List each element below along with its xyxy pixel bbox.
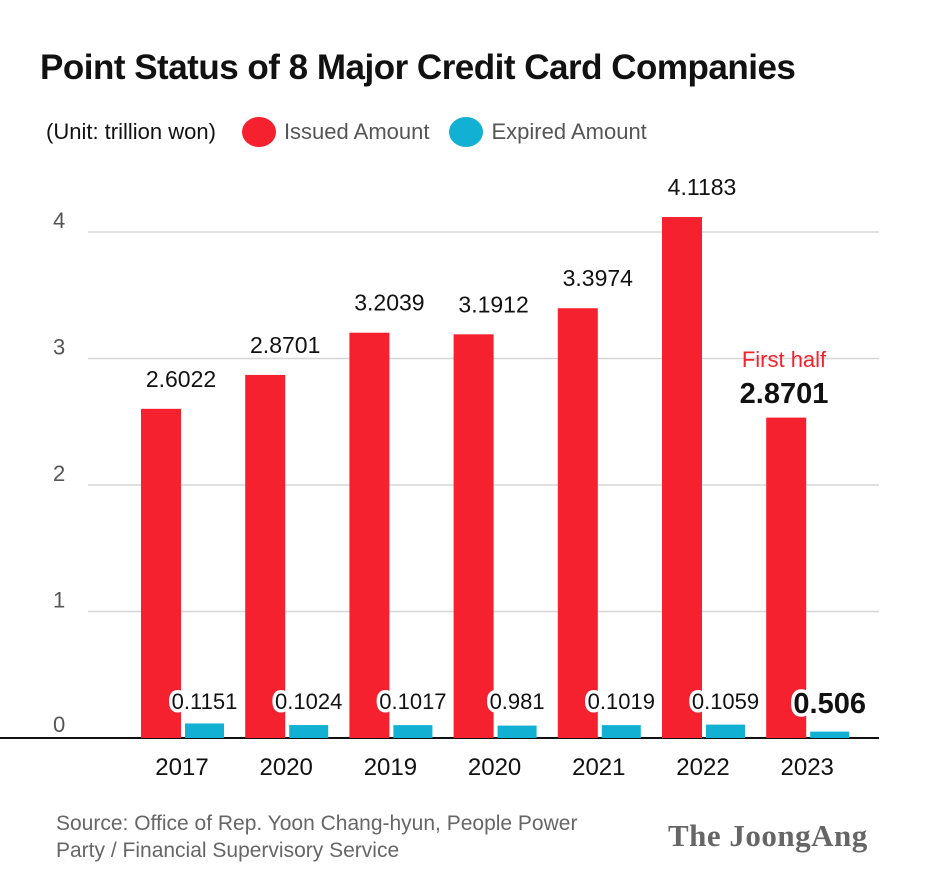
x-tick-label: 2023 (781, 754, 834, 781)
data-label-expired: 0.506 (793, 688, 866, 720)
bar-issued (349, 332, 390, 738)
bar-expired (393, 725, 433, 738)
bar-expired (810, 731, 850, 738)
annotation-first-half: First half (742, 347, 827, 372)
data-label-expired: 0.981 (490, 689, 545, 714)
legend-expired-swatch (449, 117, 484, 147)
bar-issued (662, 217, 702, 739)
data-label-issued: 2.6022 (146, 366, 216, 392)
bar-expired (706, 724, 745, 738)
legend: (Unit: trillion won) Issued Amount Expir… (46, 117, 667, 147)
data-label-issued: 2.8701 (740, 378, 829, 410)
legend-expired-label: Expired Amount (491, 119, 647, 144)
data-label-expired: 0.1151 (172, 689, 238, 714)
x-tick-label: 2021 (572, 754, 625, 781)
data-label-issued: 3.2039 (354, 290, 424, 316)
data-label-expired: 0.1024 (275, 689, 342, 714)
x-tick-label: 2020 (468, 754, 521, 781)
bar-issued (557, 308, 598, 738)
x-tick-label: 2022 (676, 754, 729, 781)
data-label-expired: 0.1017 (379, 689, 446, 714)
x-tick-label: 2020 (260, 754, 313, 781)
bar-issued (141, 408, 181, 738)
y-tick-label: 4 (53, 208, 65, 233)
y-tick-label: 3 (53, 335, 65, 360)
legend-issued-label: Issued Amount (283, 119, 430, 144)
bar-chart: 0 1 2 3 4 2.6022 0.1151 2017 2.8701 0.1024 2020 3.2… (0, 174, 879, 781)
data-label-issued: 2.8701 (250, 332, 320, 358)
data-label-issued: 3.1912 (458, 291, 528, 317)
data-label-expired: 0.1019 (588, 689, 655, 714)
y-tick-label: 2 (53, 461, 65, 486)
source-note: Source: Office of Rep. Yoon Chang-hyun, … (56, 812, 578, 862)
bar-expired (497, 725, 537, 738)
data-label-issued: 3.3974 (563, 265, 634, 291)
bar-expired (185, 723, 224, 738)
bar-expired (289, 725, 329, 738)
x-tick-label: 2017 (155, 754, 208, 781)
y-tick-label: 0 (53, 712, 65, 737)
unit-label: (Unit: trillion won) (46, 119, 216, 144)
data-label-issued: 4.1183 (668, 174, 737, 200)
publisher-logo: The JoongAng (668, 818, 868, 853)
legend-issued-swatch (241, 117, 276, 147)
x-tick-label: 2019 (364, 754, 417, 781)
chart-title: Point Status of 8 Major Credit Card Comp… (40, 48, 796, 87)
bar-issued (245, 374, 286, 738)
y-tick-label: 1 (53, 588, 65, 613)
bar-expired (601, 725, 641, 738)
bar-issued (766, 417, 807, 738)
data-label-expired: 0.1059 (692, 689, 759, 714)
bar-issued (453, 334, 494, 738)
